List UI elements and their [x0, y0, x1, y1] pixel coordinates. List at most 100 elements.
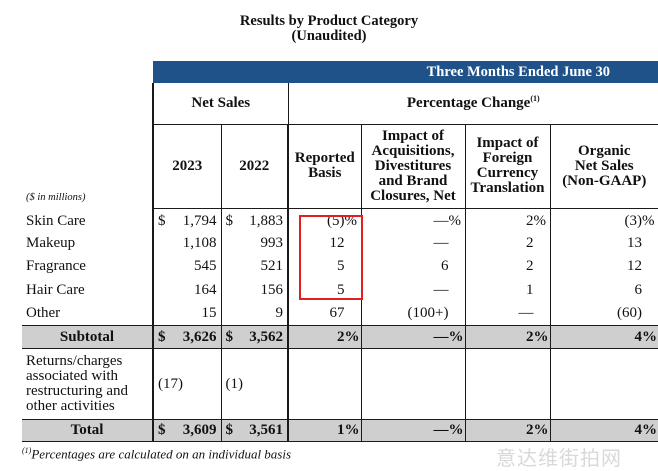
- total-2023: 3,609: [182, 422, 217, 438]
- row-label: Fragrance: [26, 258, 86, 275]
- organic-value: (60): [617, 305, 643, 321]
- reported-value: 5: [337, 281, 345, 298]
- value-2023: 164: [152, 278, 221, 302]
- percent-sign: %: [642, 328, 658, 345]
- percent-sign: %: [533, 328, 549, 345]
- value-2022: 521: [220, 255, 288, 279]
- fx-line2: Foreign: [482, 150, 533, 166]
- returns-label: Returns/charges associated with restruct…: [26, 353, 129, 414]
- report-title: Results by Product Category: [239, 13, 419, 29]
- row-label: Makeup: [26, 234, 76, 251]
- subtotal-impact: —: [433, 328, 449, 345]
- fx-value: —: [518, 305, 534, 321]
- value-2023: 1,794: [182, 213, 217, 229]
- subtotal-reported: 2: [337, 328, 345, 345]
- percent-sign: %: [533, 422, 549, 438]
- reported-value: 12: [329, 234, 345, 251]
- reported-value: 67: [329, 305, 345, 321]
- col-organic-net-sales: Organic Net Sales (Non-GAAP): [549, 124, 658, 209]
- col-2022: 2022: [220, 124, 288, 209]
- total-impact: —: [433, 422, 449, 438]
- footnote-text: Percentages are calculated on an individ…: [31, 446, 292, 462]
- organic-line1: Organic: [578, 142, 631, 159]
- subtotal-row: Subtotal $3,626 $3,562 2% —% 2% 4%: [22, 325, 658, 349]
- reported-line1: Reported: [294, 150, 355, 166]
- value-2022: 9: [220, 302, 288, 326]
- net-sales-header: Net Sales: [152, 83, 288, 125]
- impact-value: —: [433, 213, 449, 229]
- total-reported: 1: [337, 422, 345, 438]
- dollar-sign: $: [225, 422, 234, 438]
- percent-sign: %: [642, 422, 658, 438]
- subtotal-fx: 2: [526, 328, 534, 345]
- percent-sign: %: [344, 328, 360, 345]
- subtotal-2022: 3,562: [249, 328, 283, 345]
- total-organic: 4: [634, 422, 643, 438]
- impact-value: (100+): [407, 305, 449, 321]
- organic-value: (3): [624, 213, 643, 229]
- footnote: (1)Percentages are calculated on an indi…: [22, 446, 291, 462]
- fx-line1: Impact of: [476, 135, 539, 151]
- report-subtitle: (Unaudited): [291, 28, 367, 44]
- subtotal-2023: 3,626: [182, 328, 217, 345]
- table-row: Skin Care $1,794 $1,883 (5)% —% 2% (3)%: [22, 208, 658, 232]
- table-row: Makeup 1,108 993 12 — 2 13: [22, 231, 658, 255]
- returns-2022: (1): [220, 348, 288, 420]
- impact-value: 6: [441, 258, 449, 275]
- value-2022: 1,883: [249, 213, 283, 229]
- percent-sign: %: [344, 422, 360, 438]
- watermark: 意达维街拍网: [496, 446, 622, 470]
- col-acquisitions-impact: Impact of Acquisitions, Divestitures and…: [360, 124, 465, 209]
- fx-value: 2: [526, 213, 534, 229]
- value-2022: 993: [220, 231, 288, 255]
- impact-line5: Closures, Net: [370, 187, 456, 204]
- col-fx-impact: Impact of Foreign Currency Translation: [464, 124, 550, 209]
- table-row: Hair Care 164 156 5 — 1 6: [22, 278, 658, 302]
- fx-value: 2: [526, 258, 534, 275]
- fx-line3: Currency: [476, 165, 539, 181]
- percent-sign: %: [448, 422, 464, 438]
- fx-value: 1: [526, 281, 534, 298]
- row-label: Other: [26, 305, 61, 321]
- organic-value: 6: [634, 281, 643, 298]
- footnote-marker: (1): [530, 94, 540, 104]
- total-fx: 2: [526, 422, 534, 438]
- impact-value: —: [433, 234, 449, 251]
- organic-value: 13: [627, 234, 643, 251]
- percent-sign: %: [642, 213, 655, 229]
- percent-sign: %: [448, 328, 464, 345]
- organic-line2: Net Sales: [574, 157, 634, 174]
- reported-value: 5: [337, 258, 345, 275]
- row-label: Skin Care: [26, 212, 86, 229]
- percentage-change-header: Percentage Change(1): [287, 83, 658, 125]
- impact-line1: Impact of: [381, 127, 445, 144]
- reported-value: (5): [327, 213, 345, 229]
- row-label: Hair Care: [26, 281, 85, 298]
- percentage-change-label: Percentage Change: [406, 95, 531, 112]
- value-2022: 156: [220, 278, 288, 302]
- dollar-sign: $: [158, 213, 166, 229]
- subtotal-label: Subtotal: [22, 325, 153, 349]
- percent-sign: %: [533, 213, 547, 229]
- units-label: ($ in millions): [26, 192, 86, 203]
- impact-value: —: [433, 281, 449, 298]
- dollar-sign: $: [158, 328, 166, 345]
- dollar-sign: $: [225, 213, 234, 229]
- col-2023: 2023: [152, 124, 221, 209]
- total-label: Total: [22, 419, 153, 442]
- value-2023: 545: [152, 255, 221, 279]
- table-row: Fragrance 545 521 5 6 2 12: [22, 255, 658, 279]
- results-table: Three Months Ended June 30 Net Sales Per…: [22, 61, 658, 442]
- impact-line4: and Brand: [378, 172, 448, 189]
- subtotal-organic: 4: [634, 328, 643, 345]
- period-header: Three Months Ended June 30: [153, 61, 658, 83]
- percent-sign: %: [448, 213, 462, 229]
- col-reported-basis: Reported Basis: [287, 124, 361, 209]
- fx-value: 2: [526, 234, 534, 251]
- returns-row: Returns/charges associated with restruct…: [22, 348, 658, 420]
- percent-sign: %: [344, 213, 358, 229]
- value-2023: 15: [152, 302, 221, 326]
- organic-value: 12: [627, 258, 643, 275]
- dollar-sign: $: [225, 328, 234, 345]
- table-row: Other 15 9 67 (100+) — (60): [22, 302, 658, 326]
